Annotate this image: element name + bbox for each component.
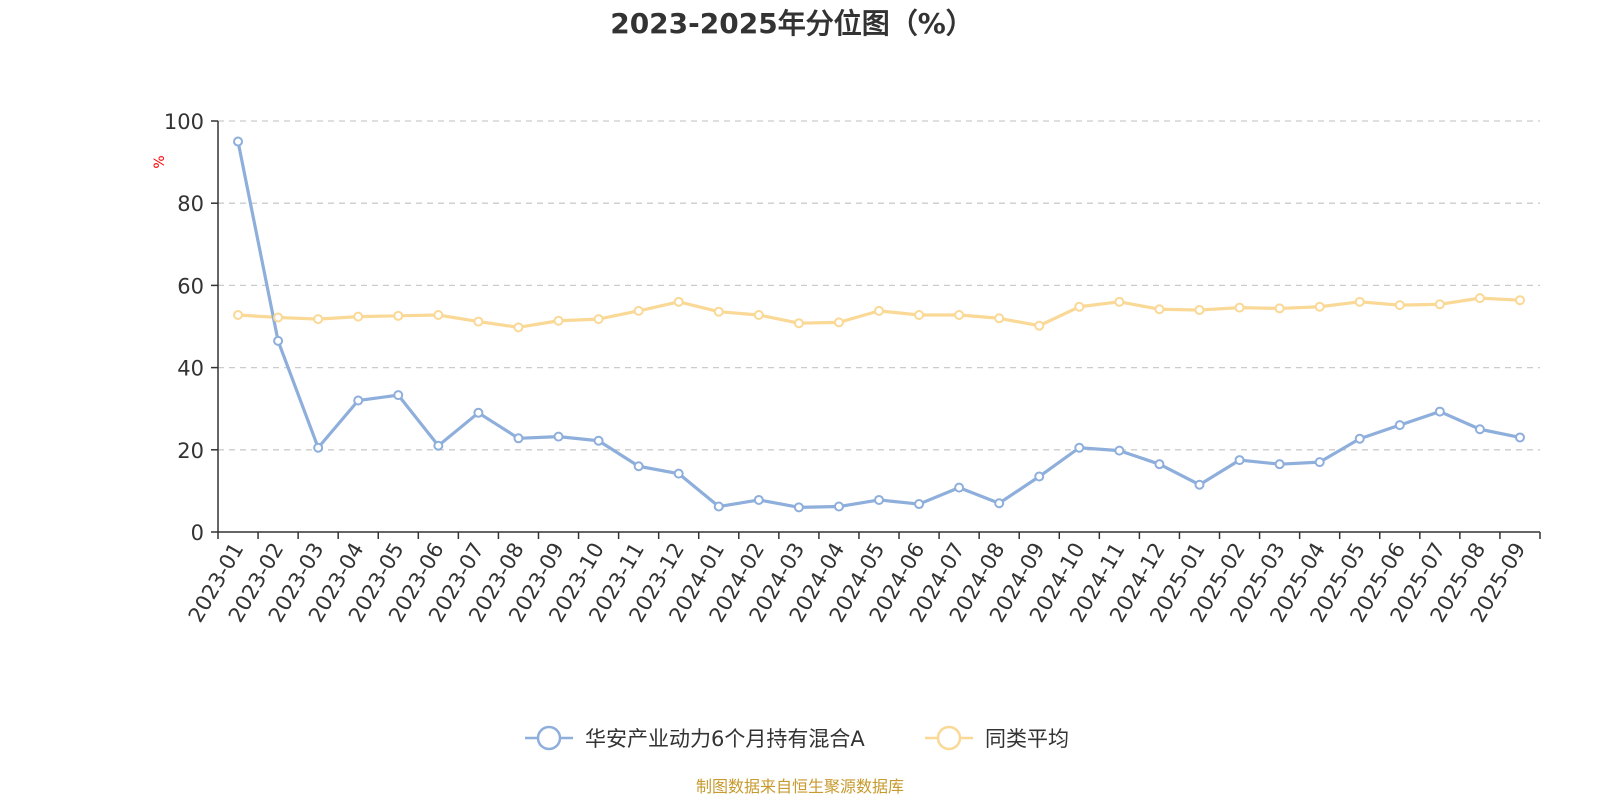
data-point [1394, 300, 1405, 311]
data-point [633, 305, 644, 316]
y-tick-label: 40 [177, 357, 204, 381]
data-point [353, 311, 364, 322]
y-tick-label: 60 [177, 274, 204, 298]
data-point [1074, 301, 1085, 312]
axis-layer: 2023-012023-022023-032023-042023-052023-… [184, 121, 1541, 626]
data-point [1514, 432, 1525, 443]
data-point [1114, 445, 1125, 456]
data-point [593, 314, 604, 325]
data-point [793, 502, 804, 513]
data-point [513, 322, 524, 333]
data-point [1154, 304, 1165, 315]
series-layer [233, 136, 1525, 513]
y-tick-label: 80 [177, 192, 204, 216]
data-point [473, 316, 484, 327]
data-point [553, 315, 564, 326]
legend-label: 华安产业动力6个月持有混合A [585, 727, 865, 751]
y-tick-label: 0 [191, 521, 204, 545]
data-point [994, 498, 1005, 509]
data-point [713, 501, 724, 512]
data-point [1274, 459, 1285, 470]
data-point [1434, 406, 1445, 417]
legend: 华安产业动力6个月持有混合A 同类平均 [525, 725, 1069, 751]
data-point [1074, 442, 1085, 453]
data-point [1234, 455, 1245, 466]
data-point [633, 461, 644, 472]
data-point [233, 309, 244, 320]
data-point [553, 431, 564, 442]
data-point [393, 390, 404, 401]
data-point [353, 395, 364, 406]
data-point [954, 482, 965, 493]
data-point [513, 433, 524, 444]
y-axis-unit-label: % [152, 155, 168, 168]
data-point [1354, 296, 1365, 307]
data-point [954, 309, 965, 320]
data-point [1474, 293, 1485, 304]
data-point [593, 435, 604, 446]
data-point [1034, 471, 1045, 482]
data-point [1354, 433, 1365, 444]
data-point [914, 309, 925, 320]
data-point [313, 314, 324, 325]
chart-title: 2023-2025年分位图（%） [610, 7, 974, 40]
data-point [753, 309, 764, 320]
data-point [1194, 305, 1205, 316]
series-line [236, 141, 1521, 509]
y-tick-label: 100 [164, 110, 204, 134]
y-tick-label: 20 [177, 439, 204, 463]
source-note: 制图数据来自恒生聚源数据库 [696, 777, 904, 796]
legend-item[interactable]: 华安产业动力6个月持有混合A [525, 725, 865, 751]
data-point [994, 313, 1005, 324]
legend-swatch-marker [936, 725, 962, 751]
data-point [1034, 320, 1045, 331]
data-point [233, 136, 244, 147]
data-point [273, 312, 284, 323]
data-point [1514, 295, 1525, 306]
data-point [473, 407, 484, 418]
data-point [393, 310, 404, 321]
data-point [433, 440, 444, 451]
data-point [1314, 457, 1325, 468]
data-point [753, 494, 764, 505]
data-point [673, 468, 684, 479]
data-point [874, 305, 884, 316]
legend-item[interactable]: 同类平均 [925, 725, 1069, 751]
data-point [1474, 424, 1485, 435]
data-point [673, 296, 684, 307]
data-point [713, 306, 724, 317]
data-point [1234, 302, 1245, 313]
data-point [1314, 301, 1325, 312]
data-point [313, 442, 324, 453]
data-point [1154, 459, 1165, 470]
data-point [833, 501, 844, 512]
data-point [833, 317, 844, 328]
legend-swatch-marker [536, 725, 562, 751]
data-point [433, 309, 444, 320]
grid-layer: 0 20 40 60 80 100 [164, 110, 1540, 545]
data-point [1394, 420, 1405, 431]
data-point [1274, 303, 1285, 314]
data-point [914, 499, 925, 510]
data-point [1194, 479, 1205, 490]
legend-label: 同类平均 [985, 727, 1069, 751]
data-point [1114, 296, 1125, 307]
data-point [1434, 299, 1445, 310]
data-point [273, 335, 284, 346]
data-point [793, 318, 804, 329]
data-point [874, 494, 884, 505]
